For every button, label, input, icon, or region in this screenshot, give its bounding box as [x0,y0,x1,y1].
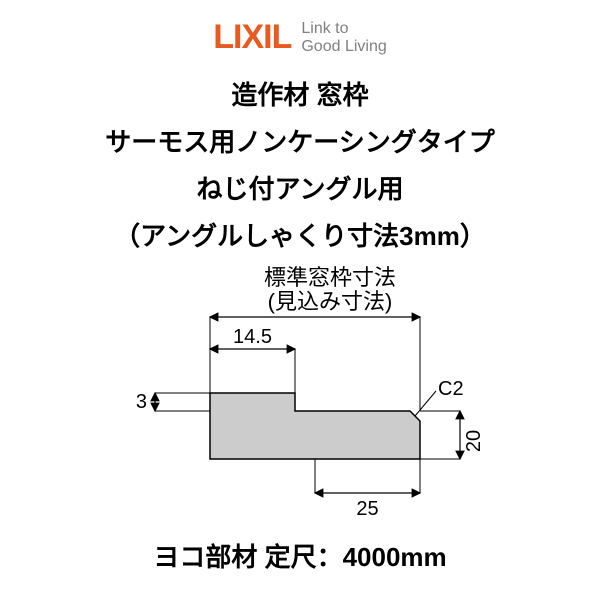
svg-text:C2: C2 [438,378,464,400]
cross-section-svg: 標準窓枠寸法(見込み寸法) 14.5 3 C2 20 25 [0,263,600,533]
logo-tagline: Link to Good Living [301,20,386,55]
diagram: 標準窓枠寸法(見込み寸法) 14.5 3 C2 20 25 [0,263,600,533]
heading-3: ねじ付アングル用 [0,169,600,206]
svg-text:25: 25 [356,498,378,520]
svg-text:標準窓枠寸法: 標準窓枠寸法 [264,265,396,290]
heading-4: （アングルしゃくり寸法3mm） [0,216,600,253]
svg-text:(見込み寸法): (見込み寸法) [268,289,393,314]
heading-block: 造作材 窓枠 サーモス用ノンケーシングタイプ ねじ付アングル用 （アングルしゃく… [0,75,600,253]
svg-text:20: 20 [463,430,485,452]
svg-text:14.5: 14.5 [233,326,272,348]
heading-2: サーモス用ノンケーシングタイプ [0,122,600,159]
logo-tagline-1: Link to [301,20,348,37]
footer-text: ヨコ部材 定尺：4000mm [0,537,600,574]
logo: LIXIL Link to Good Living [0,0,600,57]
heading-1: 造作材 窓枠 [0,75,600,112]
logo-brand: LIXIL [213,18,291,57]
logo-tagline-2: Good Living [301,38,386,55]
svg-text:3: 3 [136,391,147,413]
